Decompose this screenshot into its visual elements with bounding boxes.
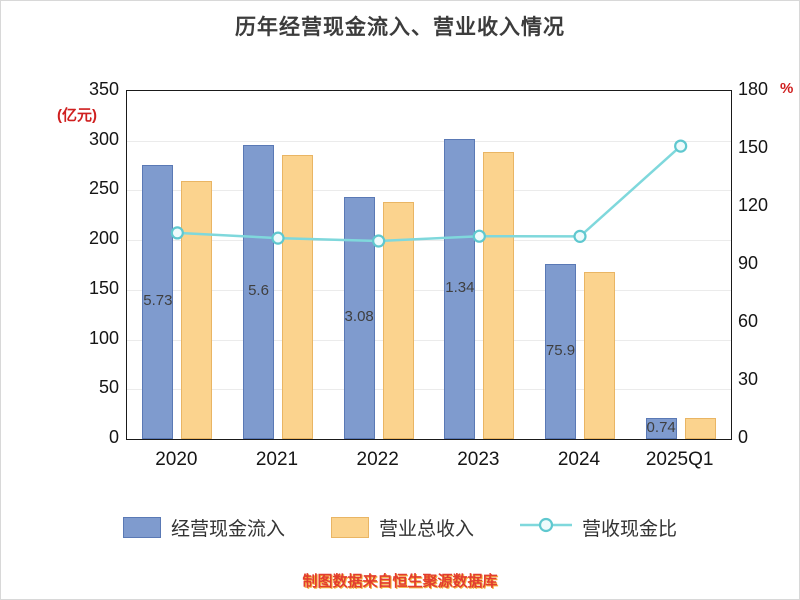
bar-cash-inflow-2021: [243, 145, 274, 439]
bar-total-revenue-2024: [584, 271, 615, 439]
orange-bar-swatch-icon: [330, 517, 369, 538]
left-axis-tick: 200: [88, 228, 119, 249]
right-axis-tick: 60: [738, 311, 759, 331]
right-axis-tick: 0: [738, 427, 749, 447]
left-axis-tick: 150: [88, 277, 119, 298]
bar-total-revenue-2025Q1: [684, 418, 716, 439]
bar-total-revenue-2023: [483, 151, 515, 439]
x-axis-label-2024: 2024: [557, 449, 601, 470]
chart-title: 历年经营现金流入、营业收入情况: [235, 16, 565, 39]
bar-total-revenue-2020: [181, 181, 213, 439]
legend-label-total-revenue: 营业总收入: [378, 519, 474, 540]
bar-value-label: 5.73: [143, 291, 173, 309]
x-axis-label-2020: 2020: [155, 449, 198, 470]
left-axis-tick: 250: [88, 178, 119, 199]
left-axis-tick: 100: [88, 327, 119, 348]
left-axis-unit-label: (亿元): [57, 107, 97, 124]
bar-total-revenue-2021: [282, 154, 313, 439]
bar-value-label: 75.9: [545, 341, 576, 359]
right-axis-ticks: 0 30 60 90 120 150 180: [738, 79, 786, 447]
data-source-note: 制图数据来自恒生聚源数据库: [302, 573, 498, 590]
bar-value-label: 5.6: [248, 282, 269, 300]
x-axis-label-2022: 2022: [356, 449, 399, 470]
left-axis-tick: 300: [88, 128, 119, 149]
teal-line-marker-icon: [520, 516, 572, 540]
right-axis-tick: 120: [738, 195, 769, 215]
gridline: [127, 240, 731, 242]
ratio-line-layer: [170, 139, 688, 248]
right-axis-tick: 30: [738, 369, 759, 389]
legend-item-cash-inflow: 经营现金流入: [122, 514, 285, 541]
legend-item-ratio: 营收现金比: [520, 514, 677, 541]
chart-legend: 经营现金流入 营业总收入 营收现金比: [1, 514, 799, 541]
blue-bar-swatch-icon: [122, 517, 161, 538]
legend-item-total-revenue: 营业总收入: [330, 514, 474, 541]
left-axis-tick: 350: [88, 79, 119, 99]
x-axis-labels: 2020 2021 2022 2023 2024 2025Q1: [126, 449, 730, 477]
gridline: [127, 140, 731, 142]
legend-label-cash-inflow: 经营现金流入: [170, 519, 285, 540]
gridline: [127, 289, 731, 291]
x-axis-label-2021: 2021: [255, 449, 299, 470]
right-axis-unit-label: %: [780, 80, 794, 97]
right-axis-tick: 180: [738, 79, 769, 99]
gridline: [127, 339, 731, 341]
bar-cash-inflow-2025Q1: [645, 418, 677, 439]
bar-cash-inflow-2022: [343, 197, 375, 439]
bar-value-label: 3.08: [344, 308, 374, 326]
bar-value-label: 0.74: [646, 418, 676, 436]
teal-line-marker-glyph: [520, 517, 572, 532]
bar-value-label: 1.34: [445, 279, 475, 297]
bar-cash-inflow-2023: [444, 139, 476, 439]
left-axis-tick: 50: [98, 377, 119, 398]
gridline: [127, 389, 731, 391]
left-axis-tick: 0: [108, 427, 119, 447]
gridline: [127, 190, 731, 192]
bar-cash-inflow-2020: [142, 164, 174, 439]
bar-cash-inflow-2024: [545, 264, 576, 439]
legend-label-ratio: 营收现金比: [582, 519, 678, 540]
x-axis-label-2025Q1: 2025Q1: [645, 449, 714, 470]
right-axis-tick: 150: [738, 137, 769, 157]
x-axis-label-2023: 2023: [457, 449, 500, 470]
plot-area: 5.73 5.6 3.08 1.34 75.9 0.74: [126, 90, 732, 440]
right-axis-tick: 90: [738, 253, 759, 273]
left-axis-ticks: 0 50 100 150 200 250 300 350: [71, 79, 119, 447]
